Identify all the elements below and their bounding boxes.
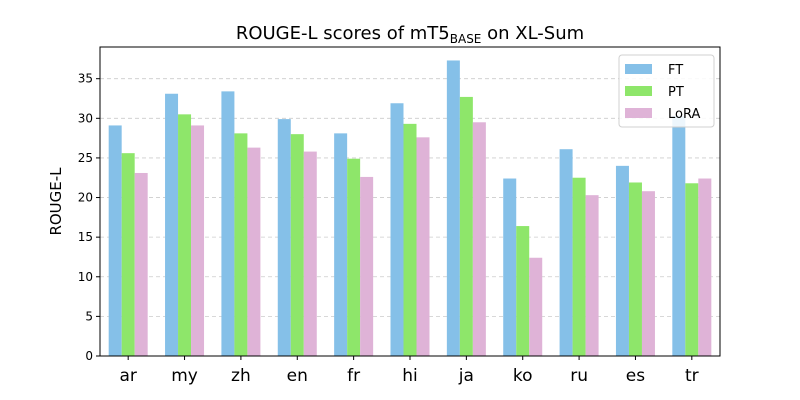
- bar-pt-es: [628, 182, 642, 356]
- bar-lora-my: [191, 125, 205, 356]
- bar-pt-en: [290, 134, 304, 356]
- legend-label-lora: LoRA: [668, 107, 700, 122]
- bar-pt-ru: [572, 177, 586, 356]
- y-axis-ticks: 0 5 10 15 20 25 30 35: [78, 72, 100, 363]
- bar-ft-tr: [672, 115, 686, 356]
- legend-swatch-ft: [625, 64, 652, 74]
- bar-pt-my: [178, 114, 192, 356]
- legend-label-pt: PT: [668, 85, 684, 100]
- bar-lora-es: [641, 191, 655, 356]
- x-tick-label: es: [626, 366, 645, 386]
- bar-pt-ja: [459, 96, 473, 357]
- bar-pt-hi: [403, 123, 417, 356]
- x-tick-label: ar: [119, 366, 136, 386]
- legend-swatch-pt: [625, 86, 652, 96]
- bar-ft-fr: [334, 133, 348, 356]
- x-tick-label: en: [287, 366, 308, 386]
- bar-ft-hi: [390, 103, 404, 356]
- bar-ft-ja: [446, 60, 460, 356]
- y-tick-label: 35: [78, 72, 93, 86]
- x-tick-label: ko: [513, 366, 533, 386]
- bar-ft-zh: [221, 91, 235, 356]
- legend-label-ft: FT: [668, 63, 683, 78]
- x-tick-label: ja: [458, 366, 474, 386]
- bar-lora-hi: [416, 137, 430, 356]
- x-tick-label: hi: [402, 366, 418, 386]
- y-tick-label: 25: [78, 151, 93, 165]
- bar-ft-en: [277, 119, 291, 356]
- bar-ft-ar: [108, 125, 122, 356]
- bar-lora-zh: [247, 147, 261, 356]
- bar-lora-en: [303, 151, 317, 356]
- bar-lora-fr: [360, 176, 374, 356]
- legend: FT PT LoRA: [618, 54, 715, 128]
- bar-ft-my: [165, 93, 179, 356]
- y-tick-label: 5: [85, 309, 93, 323]
- bar-ft-ru: [559, 149, 573, 356]
- chart-title-suffix: on XL-Sum: [481, 23, 584, 44]
- legend-swatch-lora: [625, 108, 652, 118]
- y-tick-label: 0: [85, 349, 93, 363]
- x-tick-label: tr: [685, 366, 699, 386]
- y-axis-label: ROUGE-L: [47, 167, 65, 236]
- bar-pt-tr: [685, 183, 699, 356]
- bar-pt-zh: [234, 133, 248, 356]
- bar-lora-ko: [529, 257, 543, 356]
- x-tick-label: my: [171, 366, 198, 386]
- y-tick-label: 30: [78, 111, 93, 125]
- bar-ft-es: [615, 165, 629, 356]
- chart-title: ROUGE-L scores of mT5BASE on XL-Sum: [236, 23, 584, 46]
- bar-lora-ar: [134, 172, 148, 356]
- chart-title-main: ROUGE-L scores of mT5: [236, 23, 450, 44]
- x-tick-label: fr: [347, 366, 360, 386]
- y-tick-label: 10: [78, 270, 93, 284]
- bar-lora-tr: [698, 178, 712, 356]
- bar-pt-fr: [347, 158, 361, 356]
- bar-lora-ja: [472, 122, 486, 357]
- bar-ft-ko: [503, 178, 517, 356]
- bars: [108, 60, 712, 357]
- x-tick-label: ru: [570, 366, 588, 386]
- bar-lora-ru: [585, 195, 599, 356]
- x-axis-ticks: ar my zh en fr hi ja ko ru es tr: [119, 356, 699, 386]
- y-tick-label: 20: [78, 191, 93, 205]
- bar-pt-ko: [516, 226, 530, 356]
- x-tick-label: zh: [231, 366, 251, 386]
- y-tick-label: 15: [78, 230, 93, 244]
- bar-pt-ar: [121, 153, 135, 356]
- chart-title-subscript: BASE: [450, 32, 482, 46]
